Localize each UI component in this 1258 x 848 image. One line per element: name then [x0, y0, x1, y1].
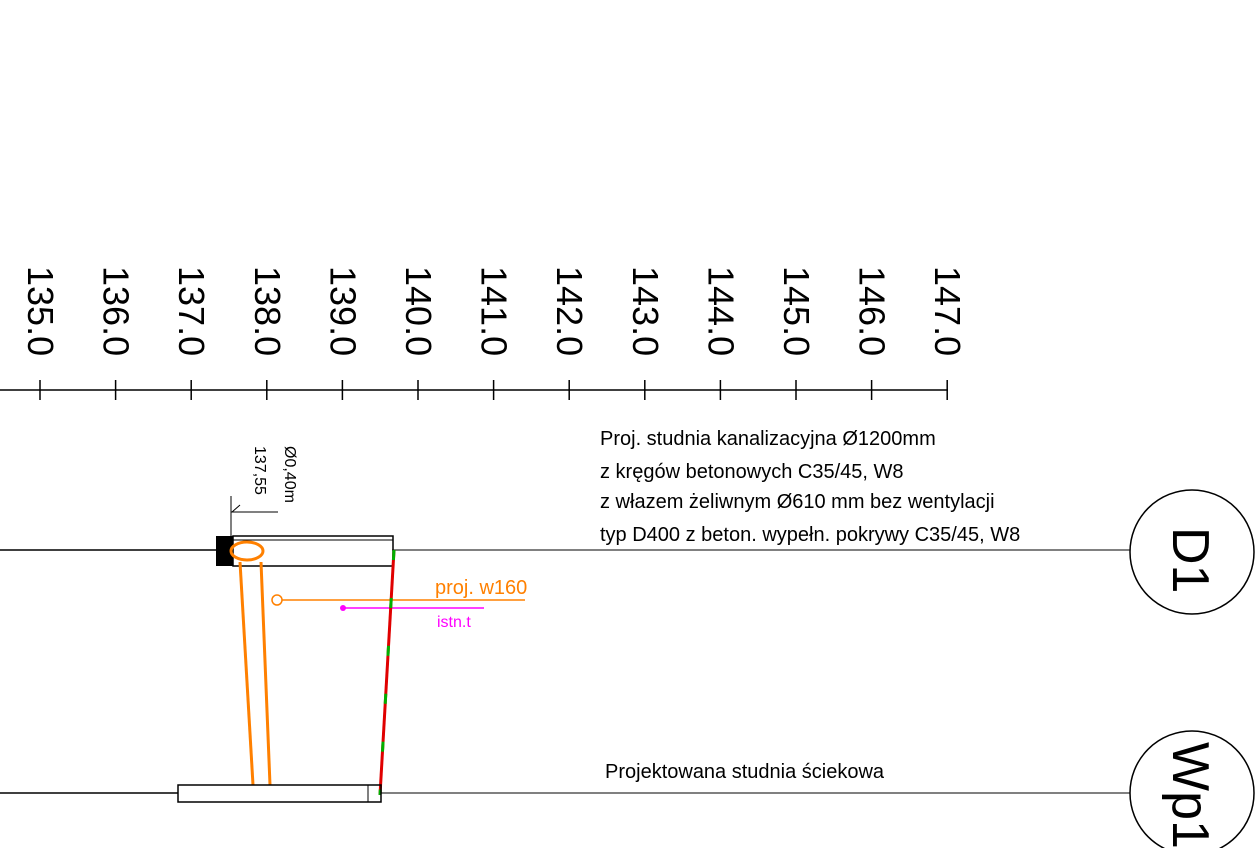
- projected-pipe-right: [259, 561, 272, 786]
- projected-pipe-left: [238, 561, 255, 786]
- scale-tick-label: 141.0: [474, 266, 515, 356]
- level-label: 137,55: [251, 446, 268, 495]
- pipe-section-ellipse: [229, 540, 265, 562]
- d1-description: Proj. studnia kanalizacyjna Ø1200mm z kr…: [600, 428, 1020, 546]
- d1-description-line-2: z kręgów betonowych C35/45, W8: [600, 461, 904, 483]
- scale-tick-label: 135.0: [20, 266, 61, 356]
- level-arrow: [231, 504, 241, 513]
- wp1-chamber: [177, 784, 382, 803]
- scale-tick-label: 138.0: [247, 266, 288, 356]
- d1-tag-circle: [1129, 489, 1255, 615]
- proj-label: proj. w160: [435, 577, 527, 599]
- d1-description-line-1: Proj. studnia kanalizacyjna Ø1200mm: [600, 428, 936, 450]
- scale-tick-label: 146.0: [852, 266, 893, 356]
- slope-red: [378, 549, 396, 796]
- d1-section: 137,55 Ø0,40m Proj. studnia kanalizacyjn…: [0, 428, 1255, 615]
- wp1-tag-circle: [1129, 730, 1255, 848]
- wp1-tag-label: Wp1: [1161, 742, 1219, 848]
- proj-marker: [271, 594, 283, 606]
- level-marker: 137,55 Ø0,40m: [230, 446, 298, 536]
- existing-line: istn.t: [340, 605, 484, 631]
- existing-label: istn.t: [437, 614, 471, 631]
- slope-line: [378, 549, 396, 796]
- scale-tick-label: 145.0: [776, 266, 817, 356]
- d1-wall-block: [216, 536, 233, 566]
- d1-tag: D1: [1129, 489, 1255, 615]
- diameter-label: Ø0,40m: [281, 446, 298, 503]
- scale-tick-label: 136.0: [96, 266, 137, 356]
- scale-tick-label: 140.0: [398, 266, 439, 356]
- projected-pipes: proj. w160: [238, 561, 527, 786]
- wp1-description: Projektowana studnia ściekowa: [605, 761, 885, 783]
- wp1-tag: Wp1: [1129, 730, 1255, 848]
- scale-tick-label: 137.0: [171, 266, 212, 356]
- scale-tick-label: 142.0: [549, 266, 590, 356]
- scale-tick-label: 144.0: [700, 266, 741, 356]
- scale-axis: 135.0 136.0 137.0 138.0 139.0 140.0 141.0 142.0…: [0, 266, 968, 400]
- d1-description-line-3: z włazem żeliwnym Ø610 mm bez wentylacji: [600, 491, 995, 513]
- d1-tag-label: D1: [1161, 527, 1219, 593]
- scale-tick-label: 147.0: [927, 266, 968, 356]
- scale-tick-label: 143.0: [625, 266, 666, 356]
- scale-tick-label: 139.0: [322, 266, 363, 356]
- wp1-section: Projektowana studnia ściekowa Wp1: [0, 730, 1255, 848]
- d1-description-line-4: typ D400 z beton. wypełn. pokrywy C35/45…: [600, 524, 1020, 546]
- scale-ticks: 135.0 136.0 137.0 138.0 139.0 140.0 141.0 142.0…: [20, 266, 968, 400]
